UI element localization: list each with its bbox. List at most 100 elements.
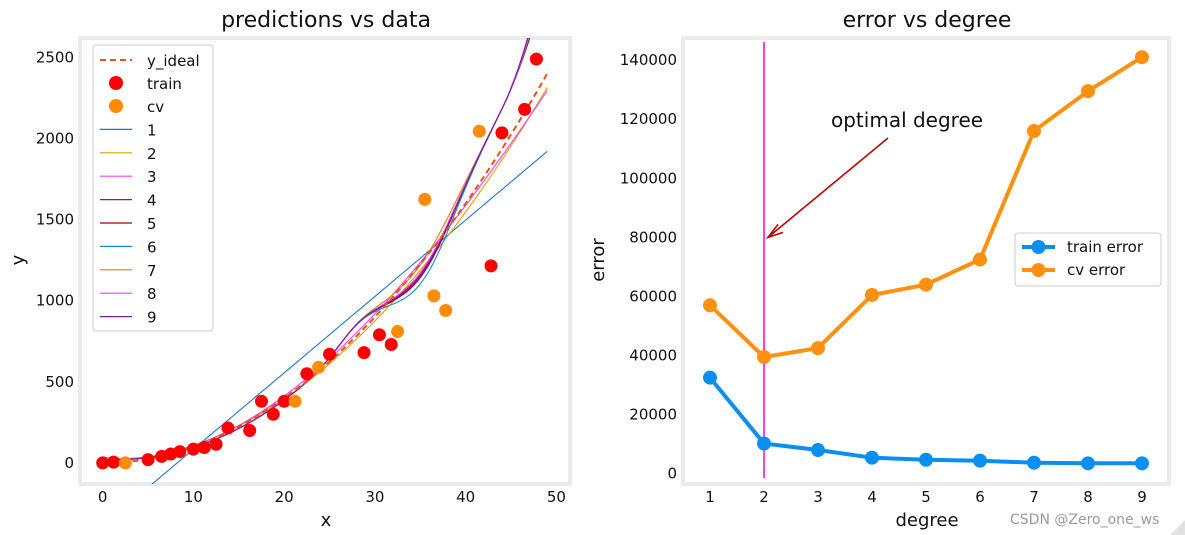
left-y-tick-label: 2000 [36,130,74,148]
train-point [221,421,235,435]
series-point-train-error [865,450,879,465]
train-point [243,423,257,437]
right-x-axis-label: degree [895,510,958,531]
cv-point [288,394,302,408]
train-point [384,338,398,352]
left-y-tick-label: 0 [64,454,74,472]
train-point [186,442,200,456]
right-x-tick-label: 2 [759,488,769,506]
legend-train-label: train [147,75,182,93]
cv-point [391,325,405,339]
series-point-train-error [973,453,987,468]
series-point-cv-error [703,298,717,313]
train-point [529,52,543,66]
train-point [323,347,337,361]
legend-cv-label: cv [147,98,164,116]
train-point [209,437,223,451]
right-y-tick-label: 0 [667,465,677,483]
train-point [484,259,498,273]
predictions-plot: predictions vs data x y 0 10 20 30 40 5005001… [8,8,572,531]
legend-fit-label-1: 1 [147,121,157,139]
series-point-cv-error [919,277,933,292]
right-ticks: 1 2 3 4 5 6 7 8 9 0 20000 40000 60000 80000 100000 1200… [620,51,1147,506]
legend-fit-label-6: 6 [147,238,157,256]
legend-fit-label-2: 2 [147,145,157,163]
annotation-arrow-head [765,223,784,239]
corner-resize-grip[interactable] [1170,520,1185,535]
right-y-tick-label: 20000 [629,406,677,424]
right-y-tick-label: 80000 [629,228,677,246]
series-point-train-error [811,443,825,458]
series-point-cv-error [865,287,879,302]
train-point [254,394,268,408]
legend-cv-swatch [109,99,123,113]
right-x-tick-label: 7 [1029,488,1039,506]
legend-fit-label-9: 9 [147,309,157,327]
legend-series-label: cv error [1067,261,1126,279]
left-points [96,52,543,470]
annotation-text: optimal degree [831,108,983,132]
cv-point [118,456,132,470]
legend-fit-label-5: 5 [147,215,157,233]
train-point [357,346,371,360]
train-point [518,102,532,116]
train-point [107,455,121,469]
right-x-tick-label: 8 [1083,488,1093,506]
left-x-tick-label: 40 [456,488,475,506]
fit-curve-degree-1 [151,150,548,484]
train-point [141,453,155,467]
left-x-tick-label: 30 [365,488,384,506]
right-series [703,42,1149,478]
left-y-tick-label: 1500 [36,211,74,229]
train-point [96,456,110,470]
left-y-tick-label: 500 [45,373,74,391]
left-legend-box [92,44,214,332]
right-chart-title: error vs degree [843,8,1012,33]
right-x-tick-label: 1 [705,488,715,506]
cv-point [427,289,441,303]
series-point-train-error [1081,456,1095,471]
cv-point [439,303,453,317]
train-point [197,441,211,455]
series-point-train-error [1027,455,1041,470]
series-point-train-error [703,370,717,385]
right-x-tick-label: 9 [1137,488,1147,506]
legend-series-swatch-dot [1031,263,1046,277]
left-x-tick-label: 0 [98,488,108,506]
right-y-tick-label: 100000 [620,169,677,187]
legend-series-label: train error [1067,238,1144,256]
left-y-axis-label: y [8,254,29,265]
left-y-tick-label: 2500 [36,48,74,66]
cv-point [472,124,486,138]
series-point-cv-error [811,341,825,356]
left-y-tick-label: 1000 [36,292,74,310]
series-point-train-error [919,452,933,467]
annotation-arrow [767,137,889,238]
series-point-train-error [1135,456,1149,471]
left-chart-title: predictions vs data [221,8,431,33]
legend-fit-label-3: 3 [147,168,157,186]
series-point-cv-error [1081,84,1095,99]
right-y-tick-label: 40000 [629,347,677,365]
legend-y-ideal-label: y_ideal [147,52,200,71]
right-y-tick-label: 120000 [620,110,677,128]
right-y-tick-label: 140000 [620,51,677,69]
series-point-cv-error [1027,124,1041,139]
left-x-axis-label: x [321,510,332,531]
left-x-tick-label: 10 [184,488,203,506]
series-point-cv-error [973,252,987,267]
watermark: CSDN @Zero_one_ws [1010,512,1159,528]
train-point [300,367,314,381]
right-x-tick-label: 3 [813,488,823,506]
legend-series-swatch-dot [1031,240,1046,254]
series-point-train-error [757,436,771,451]
cv-point [312,360,326,374]
train-point [266,407,280,421]
cv-point [418,192,432,206]
legend-train-swatch [109,76,123,90]
series-point-cv-error [1135,50,1149,65]
right-y-axis-label: error [588,238,609,282]
